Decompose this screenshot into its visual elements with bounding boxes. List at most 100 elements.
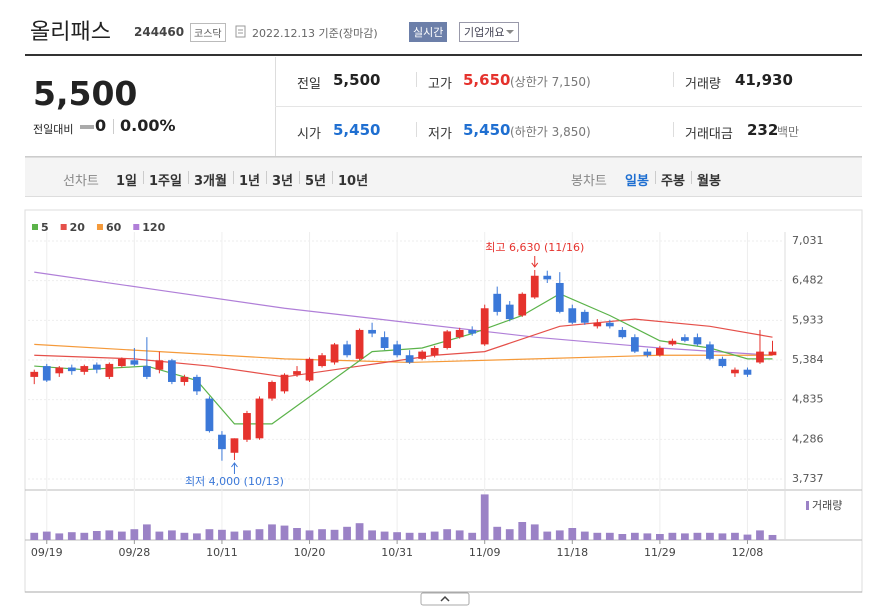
volume-bar (430, 531, 439, 540)
candle-body (731, 369, 739, 374)
candle-body (630, 337, 639, 352)
volume-bar (293, 528, 301, 540)
candle-body (105, 363, 114, 377)
volume-bar (205, 529, 214, 540)
separator (266, 171, 267, 184)
period-button[interactable]: 1주일 (149, 174, 182, 189)
separator (416, 72, 417, 87)
stat-value: 5,450 (463, 121, 511, 139)
candle-body (355, 329, 364, 359)
candle-body (268, 381, 276, 399)
candle-body (455, 329, 464, 338)
separator (299, 171, 300, 184)
candle-body (743, 369, 752, 375)
legend-swatch (60, 224, 67, 230)
volume-bar (655, 534, 664, 540)
period-button[interactable]: 5년 (305, 174, 327, 189)
stat-label: 시가 (297, 127, 321, 142)
separator (188, 171, 189, 184)
period-button[interactable]: 1년 (239, 174, 261, 189)
candle-body (443, 331, 452, 349)
legend-label: 20 (70, 221, 86, 234)
volume-bar (130, 529, 139, 540)
separator (332, 171, 333, 184)
candle-body (468, 329, 477, 334)
stat-value: 5,500 (333, 71, 381, 89)
company-info-dropdown[interactable]: 기업개요 (459, 22, 520, 42)
x-tick-label: 12/08 (732, 546, 764, 559)
separator (113, 119, 114, 134)
y-tick-label: 7,031 (792, 234, 824, 247)
separator (655, 171, 656, 184)
volume-bar (355, 523, 364, 540)
candle-body (668, 340, 677, 345)
y-tick-label: 5,384 (792, 353, 824, 366)
y-tick-label: 4,286 (792, 432, 824, 445)
candle-body (480, 308, 489, 345)
candle-body (230, 438, 239, 453)
candle-body (543, 275, 552, 280)
collapse-button[interactable] (420, 592, 470, 606)
candle-body (293, 371, 301, 375)
volume-bar (230, 531, 239, 540)
volume-bar (218, 529, 226, 540)
volume-bar (731, 532, 739, 540)
price: 5,500 (33, 74, 138, 113)
volume-bar (117, 531, 126, 540)
candle-body (405, 355, 414, 363)
separator (673, 122, 674, 137)
stat-label: 저가 (428, 127, 452, 142)
candle-body (368, 329, 376, 334)
candle-body (218, 434, 226, 450)
volume-bar (268, 524, 276, 540)
toolbar: 선차트 1일 1주일 3개월 1년 3년 5년 10년 봉차트 일봉 주봉 월봉 (25, 157, 862, 197)
volume-bar (305, 530, 314, 540)
volume-bar (605, 532, 614, 540)
period-button[interactable]: 10년 (338, 174, 369, 189)
candle-body (555, 282, 564, 312)
volume-bar (67, 532, 76, 540)
volume-bar (718, 533, 727, 540)
candle-body (706, 344, 714, 359)
period-button[interactable]: 일봉 (625, 174, 649, 189)
volume-bar (743, 534, 752, 540)
separator (416, 122, 417, 137)
line-chart-label: 선차트 (63, 174, 99, 189)
period-button[interactable]: 3개월 (194, 174, 227, 189)
divider (275, 106, 862, 107)
period-button[interactable]: 주봉 (661, 174, 685, 189)
volume-bar (468, 532, 477, 540)
period-button[interactable]: 1일 (116, 174, 138, 189)
volume-bar (668, 532, 677, 540)
stat-label: 거래량 (685, 77, 721, 92)
volume-bar (105, 530, 114, 540)
volume-bar (543, 531, 552, 540)
volume-bar (243, 530, 251, 540)
volume-bar (30, 532, 39, 540)
x-tick-label: 11/18 (556, 546, 588, 559)
volume-bar (405, 532, 414, 540)
volume-bar (318, 529, 326, 540)
candle-body (693, 337, 702, 345)
candle-body (193, 376, 201, 392)
arrow-head (231, 462, 238, 468)
x-tick-label: 10/31 (381, 546, 413, 559)
volume-bar (393, 532, 401, 540)
stat-value: 232 (747, 121, 779, 139)
x-tick-label: 09/28 (119, 546, 151, 559)
volume-bar (505, 529, 514, 540)
x-tick-label: 09/19 (31, 546, 63, 559)
candle-body (280, 374, 289, 392)
divider (25, 156, 862, 157)
volume-bar (343, 526, 351, 540)
candle-body (530, 275, 539, 298)
change-label: 전일대비 (33, 123, 74, 136)
volume-bar (443, 529, 452, 540)
candle-body (155, 360, 164, 370)
period-button[interactable]: 3년 (272, 174, 294, 189)
period-button[interactable]: 월봉 (697, 174, 721, 189)
annotation: 최저 4,000 (10/13) (185, 475, 284, 488)
separator (233, 171, 234, 184)
realtime-button[interactable]: 실시간 (409, 22, 448, 42)
